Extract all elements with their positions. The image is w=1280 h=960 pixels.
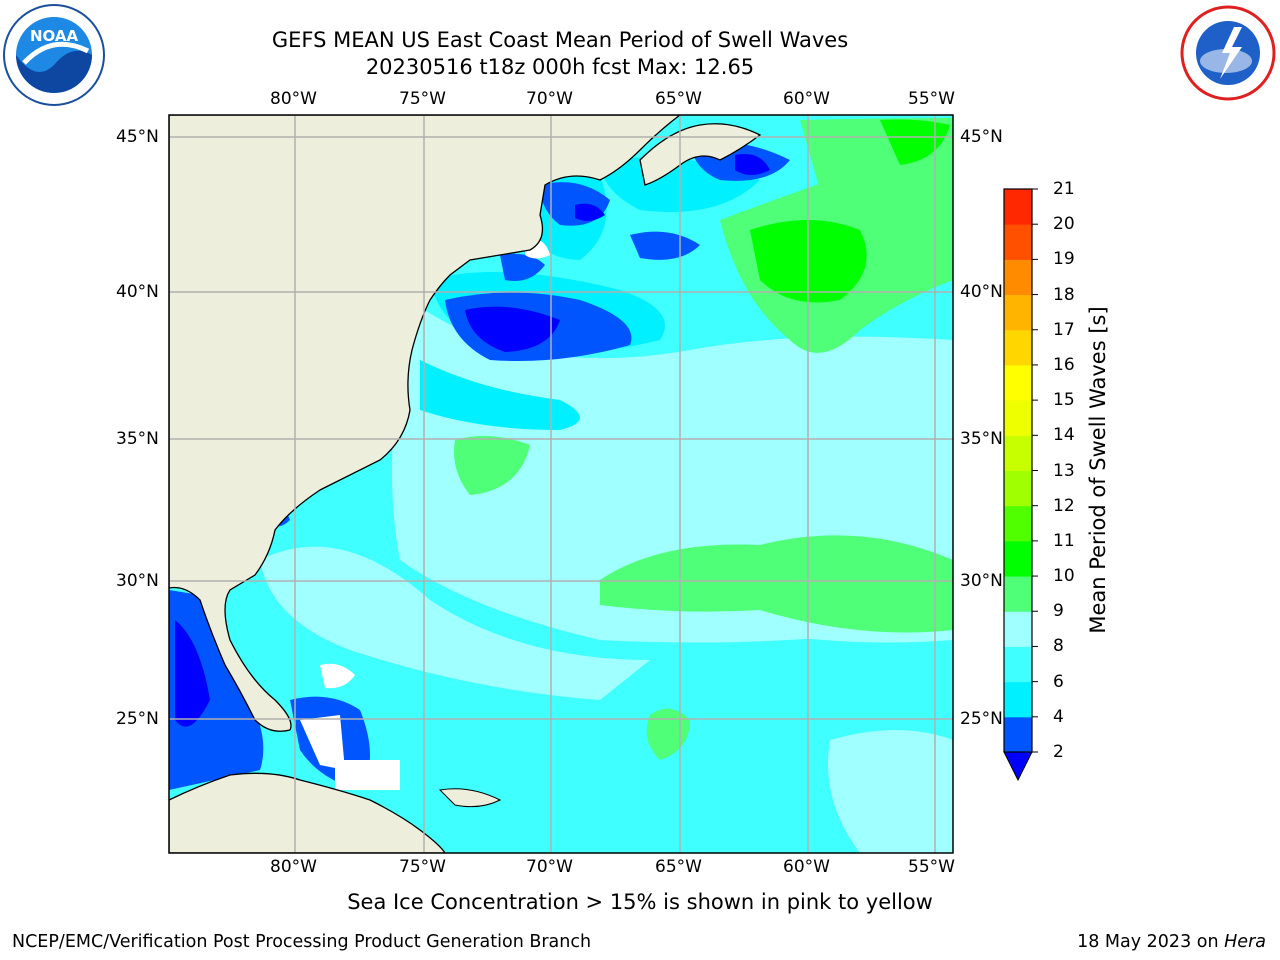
lat-label-right-35n: 35°N bbox=[960, 429, 1003, 449]
colorbar-swatch-20-21 bbox=[1004, 189, 1032, 225]
colorbar-swatch-4-6 bbox=[1004, 681, 1032, 718]
colorbar-tick-12: 12 bbox=[1053, 495, 1075, 516]
colorbar-swatch-13-14 bbox=[1004, 435, 1032, 471]
noaa-logo-text: NOAA bbox=[30, 27, 79, 45]
lon-label-bottom-75w: 75°W bbox=[399, 857, 446, 877]
noaa-logo: NOAA bbox=[3, 4, 105, 106]
lon-label-bottom-80w: 80°W bbox=[270, 857, 317, 877]
colorbar-swatch-18-19 bbox=[1004, 259, 1032, 296]
colorbar-tick-6: 6 bbox=[1053, 671, 1064, 692]
colorbar-tick-17: 17 bbox=[1053, 319, 1075, 340]
lon-label-top-55w: 55°W bbox=[908, 89, 955, 109]
colorbar-tick-10: 10 bbox=[1053, 566, 1075, 587]
colorbar-tick-13: 13 bbox=[1053, 460, 1075, 481]
lon-label-top-80w: 80°W bbox=[270, 89, 317, 109]
lon-label-top-70w: 70°W bbox=[526, 89, 573, 109]
lon-label-bottom-55w: 55°W bbox=[908, 857, 955, 877]
colorbar-tick-9: 9 bbox=[1053, 601, 1064, 622]
colorbar-tick-20: 20 bbox=[1053, 214, 1075, 235]
colorbar-swatch-11-12 bbox=[1004, 505, 1032, 542]
map-frame bbox=[168, 114, 954, 854]
colorbar-tick-16: 16 bbox=[1053, 354, 1075, 375]
colorbar-tick-18: 18 bbox=[1053, 284, 1075, 305]
colorbar-swatch-19-20 bbox=[1004, 224, 1032, 260]
colorbar-tick-21: 21 bbox=[1053, 179, 1075, 199]
colorbar-swatch-10-11 bbox=[1004, 540, 1032, 577]
lon-label-bottom-65w: 65°W bbox=[655, 857, 702, 877]
map-title: GEFS MEAN US East Coast Mean Period of S… bbox=[271, 28, 849, 52]
colorbar-tick-15: 15 bbox=[1053, 390, 1075, 411]
lon-label-top-75w: 75°W bbox=[399, 89, 446, 109]
colorbar-tick-11: 11 bbox=[1053, 530, 1075, 551]
lat-label-left-40n: 40°N bbox=[116, 282, 159, 302]
colorbar-swatch-8-9 bbox=[1004, 611, 1032, 647]
colorbar-swatch-17-18 bbox=[1004, 294, 1032, 331]
colorbar-tick-4: 4 bbox=[1053, 706, 1064, 727]
colorbar-tick-19: 19 bbox=[1053, 249, 1075, 270]
footer-host: Hera bbox=[1224, 932, 1266, 952]
colorbar-swatch-2-4 bbox=[1004, 716, 1032, 753]
lon-label-bottom-60w: 60°W bbox=[783, 857, 830, 877]
lat-label-left-35n: 35°N bbox=[116, 429, 159, 449]
footer-date: 18 May 2023 on Hera bbox=[1077, 932, 1266, 952]
footer-date-text: 18 May 2023 on bbox=[1077, 932, 1225, 952]
land-mass bbox=[169, 115, 762, 853]
lon-label-top-65w: 65°W bbox=[655, 89, 702, 109]
map-gridlines bbox=[169, 115, 953, 853]
lat-label-right-30n: 30°N bbox=[960, 571, 1003, 591]
lat-label-left-30n: 30°N bbox=[116, 571, 159, 591]
colorbar-label: Mean Period of Swell Waves [s] bbox=[1086, 306, 1110, 634]
colorbar-swatch-9-10 bbox=[1004, 576, 1032, 612]
colorbar-swatch-14-15 bbox=[1004, 400, 1032, 436]
lat-label-right-45n: 45°N bbox=[960, 127, 1003, 147]
colorbar bbox=[1003, 188, 1038, 782]
sea-ice-note: Sea Ice Concentration > 15% is shown in … bbox=[347, 890, 933, 914]
lat-label-left-45n: 45°N bbox=[116, 127, 159, 147]
colorbar-swatch-16-17 bbox=[1004, 329, 1032, 366]
lat-label-right-25n: 25°N bbox=[960, 709, 1003, 729]
colorbar-swatch-12-13 bbox=[1004, 470, 1032, 507]
colorbar-tick-8: 8 bbox=[1053, 636, 1064, 657]
colorbar-swatch-15-16 bbox=[1004, 364, 1032, 401]
footer-credit: NCEP/EMC/Verification Post Processing Pr… bbox=[12, 932, 592, 952]
colorbar-tick-2: 2 bbox=[1053, 742, 1064, 762]
lon-label-bottom-70w: 70°W bbox=[526, 857, 573, 877]
colorbar-extend-arrow bbox=[1003, 751, 1033, 782]
colorbar-swatch-6-8 bbox=[1004, 646, 1032, 683]
lon-label-top-60w: 60°W bbox=[783, 89, 830, 109]
colorbar-frame bbox=[1003, 188, 1033, 753]
nws-logo bbox=[1180, 5, 1276, 101]
lat-label-right-40n: 40°N bbox=[960, 282, 1003, 302]
map-subtitle: 20230516 t18z 000h fcst Max: 12.65 bbox=[365, 55, 755, 79]
lat-label-left-25n: 25°N bbox=[116, 709, 159, 729]
colorbar-tick-14: 14 bbox=[1053, 425, 1075, 446]
